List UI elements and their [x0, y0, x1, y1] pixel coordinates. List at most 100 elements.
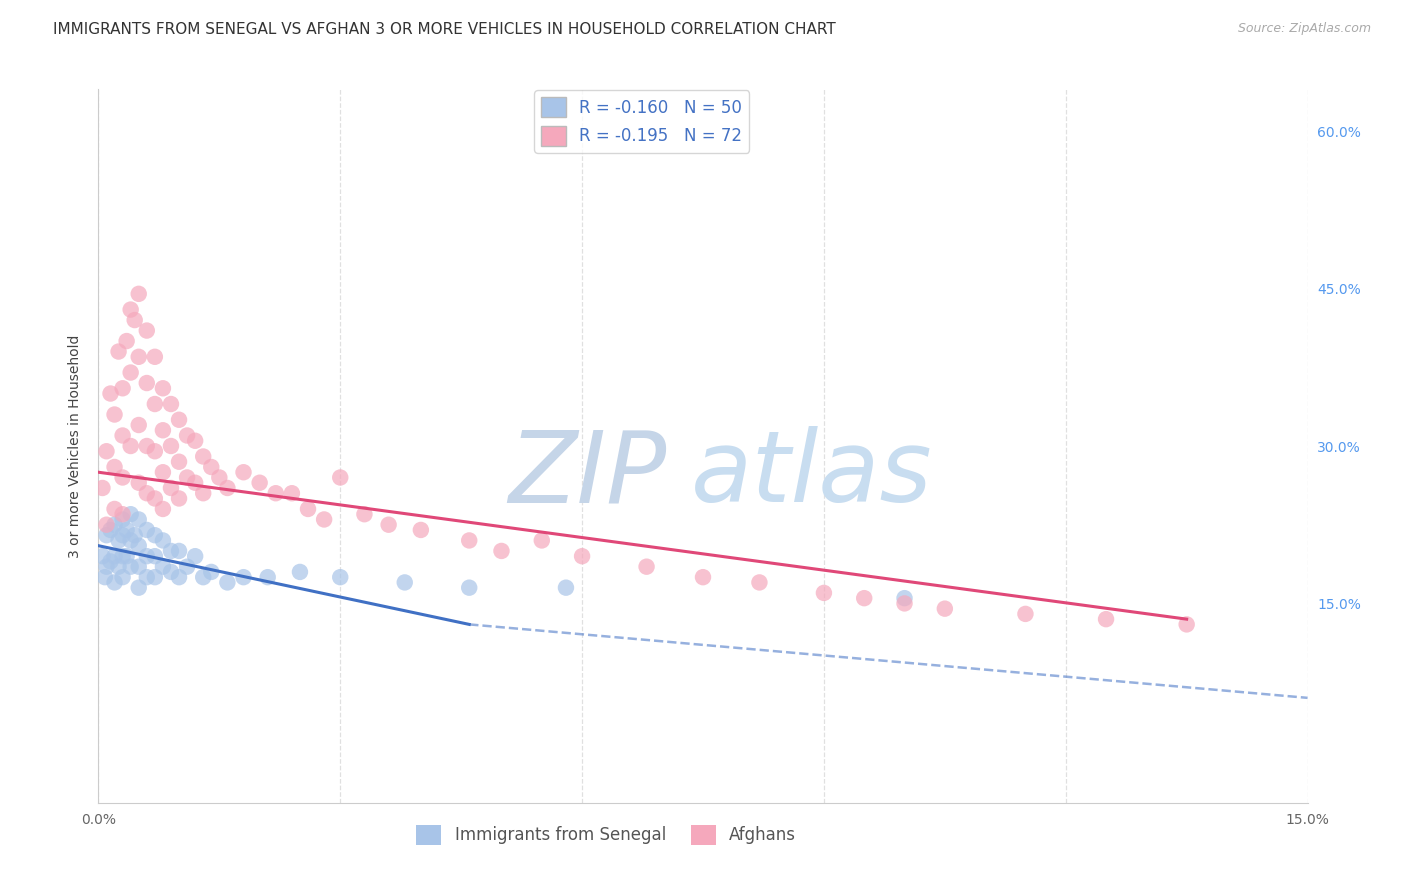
Point — [143, 350, 166, 364]
Point — [297, 502, 319, 516]
Point — [200, 565, 222, 579]
Point — [555, 581, 578, 595]
Point — [103, 460, 125, 475]
Point — [167, 455, 190, 469]
Point — [100, 386, 122, 401]
Point — [128, 581, 150, 595]
Point — [176, 559, 198, 574]
Point — [107, 344, 129, 359]
Point — [120, 302, 142, 317]
Point — [193, 570, 215, 584]
Point — [200, 460, 222, 475]
Point — [143, 491, 166, 506]
Point — [91, 549, 114, 564]
Point — [934, 601, 956, 615]
Point — [135, 549, 157, 564]
Point — [111, 470, 134, 484]
Point — [394, 575, 416, 590]
Point — [160, 544, 183, 558]
Point — [96, 517, 118, 532]
Point — [103, 517, 125, 532]
Point — [152, 423, 174, 437]
Text: IMMIGRANTS FROM SENEGAL VS AFGHAN 3 OR MORE VEHICLES IN HOUSEHOLD CORRELATION CH: IMMIGRANTS FROM SENEGAL VS AFGHAN 3 OR M… — [53, 22, 837, 37]
Point — [128, 286, 150, 301]
Point — [184, 475, 207, 490]
Point — [176, 470, 198, 484]
Point — [120, 366, 142, 380]
Point — [249, 475, 271, 490]
Point — [491, 544, 513, 558]
Point — [111, 570, 134, 584]
Point — [115, 523, 138, 537]
Point — [160, 397, 183, 411]
Point — [91, 481, 114, 495]
Point — [111, 512, 134, 526]
Point — [167, 544, 190, 558]
Point — [160, 565, 183, 579]
Point — [893, 596, 915, 610]
Point — [115, 334, 138, 348]
Y-axis label: 3 or more Vehicles in Household: 3 or more Vehicles in Household — [67, 334, 82, 558]
Point — [100, 523, 122, 537]
Point — [167, 491, 190, 506]
Text: ZIP: ZIP — [509, 426, 666, 523]
Point — [128, 475, 150, 490]
Point — [103, 502, 125, 516]
Point — [96, 444, 118, 458]
Point — [184, 434, 207, 448]
Point — [458, 533, 481, 548]
Text: Source: ZipAtlas.com: Source: ZipAtlas.com — [1237, 22, 1371, 36]
Point — [1014, 607, 1036, 621]
Point — [893, 591, 915, 606]
Point — [176, 428, 198, 442]
Point — [152, 533, 174, 548]
Point — [96, 528, 118, 542]
Point — [143, 549, 166, 564]
Point — [120, 559, 142, 574]
Point — [748, 575, 770, 590]
Legend: Immigrants from Senegal, Afghans: Immigrants from Senegal, Afghans — [409, 818, 803, 852]
Point — [120, 533, 142, 548]
Point — [636, 559, 658, 574]
Text: atlas: atlas — [690, 426, 932, 523]
Point — [135, 324, 157, 338]
Point — [111, 507, 134, 521]
Point — [128, 350, 150, 364]
Point — [152, 502, 174, 516]
Point — [128, 417, 150, 432]
Point — [217, 481, 239, 495]
Point — [152, 465, 174, 479]
Point — [143, 528, 166, 542]
Point — [135, 523, 157, 537]
Point — [111, 428, 134, 442]
Point — [135, 439, 157, 453]
Point — [111, 381, 134, 395]
Point — [377, 517, 399, 532]
Point — [256, 570, 278, 584]
Point — [329, 470, 352, 484]
Point — [160, 481, 183, 495]
Point — [120, 439, 142, 453]
Point — [353, 507, 375, 521]
Point — [208, 470, 231, 484]
Point — [160, 439, 183, 453]
Point — [152, 559, 174, 574]
Point — [135, 486, 157, 500]
Point — [135, 570, 157, 584]
Point — [128, 512, 150, 526]
Point — [115, 549, 138, 564]
Point — [458, 581, 481, 595]
Point — [103, 575, 125, 590]
Point — [217, 575, 239, 590]
Point — [264, 486, 287, 500]
Point — [103, 549, 125, 564]
Point — [232, 570, 254, 584]
Point — [143, 570, 166, 584]
Point — [100, 554, 122, 568]
Point — [1095, 612, 1118, 626]
Point — [167, 570, 190, 584]
Point — [135, 376, 157, 390]
Point — [288, 565, 311, 579]
Point — [128, 539, 150, 553]
Point — [1175, 617, 1198, 632]
